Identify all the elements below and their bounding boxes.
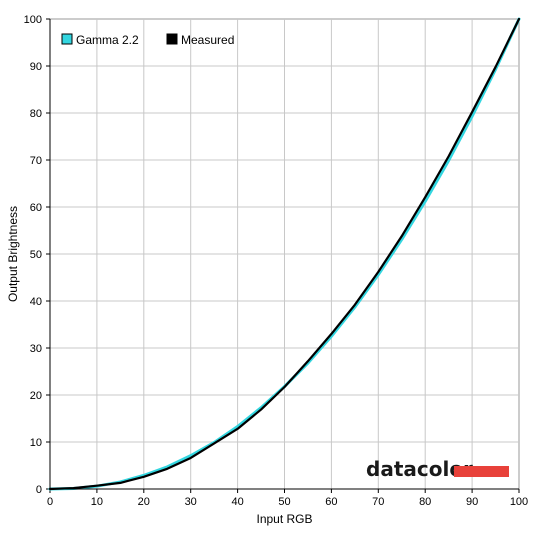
- y-tick-label: 70: [30, 155, 42, 167]
- logo-bar: [454, 466, 509, 477]
- y-tick-label: 20: [30, 390, 42, 402]
- y-tick-label: 10: [30, 437, 42, 449]
- legend-item-gamma: Gamma 2.2: [61, 33, 139, 47]
- x-axis-ticks: 0 10 20 30 40 50 60 70 80 90 100: [47, 489, 528, 508]
- y-tick-label: 60: [30, 202, 42, 214]
- x-tick-label: 90: [466, 496, 478, 508]
- legend-swatch-gamma: [61, 33, 73, 45]
- series-lines: [48, 17, 521, 491]
- x-tick-label: 60: [325, 496, 337, 508]
- grid: [50, 19, 519, 489]
- x-tick-label: 10: [91, 496, 103, 508]
- legend-item-measured: Measured: [166, 33, 234, 47]
- y-tick-label: 80: [30, 108, 42, 120]
- y-tick-label: 90: [30, 61, 42, 73]
- y-tick-label: 40: [30, 296, 42, 308]
- legend-label-gamma: Gamma 2.2: [76, 33, 139, 47]
- x-tick-label: 80: [419, 496, 431, 508]
- x-tick-label: 20: [138, 496, 150, 508]
- x-axis-title: Input RGB: [256, 512, 312, 526]
- x-tick-label: 50: [278, 496, 290, 508]
- x-tick-label: 30: [185, 496, 197, 508]
- legend-label-measured: Measured: [181, 33, 234, 47]
- datacolor-logo: datacolor: [366, 457, 509, 481]
- y-tick-label: 100: [24, 14, 42, 26]
- y-tick-label: 50: [30, 249, 42, 261]
- y-tick-label: 30: [30, 343, 42, 355]
- x-tick-label: 100: [510, 496, 528, 508]
- y-tick-label: 0: [36, 484, 42, 496]
- legend: Gamma 2.2 Measured: [61, 33, 234, 47]
- measured-line: [48, 17, 521, 491]
- x-tick-label: 0: [47, 496, 53, 508]
- y-axis-ticks: 0 10 20 30 40 50 60 70 80 90 100: [24, 14, 50, 496]
- legend-swatch-measured: [166, 33, 178, 45]
- x-tick-label: 70: [372, 496, 384, 508]
- x-tick-label: 40: [231, 496, 243, 508]
- y-axis-title: Output Brightness: [6, 206, 20, 302]
